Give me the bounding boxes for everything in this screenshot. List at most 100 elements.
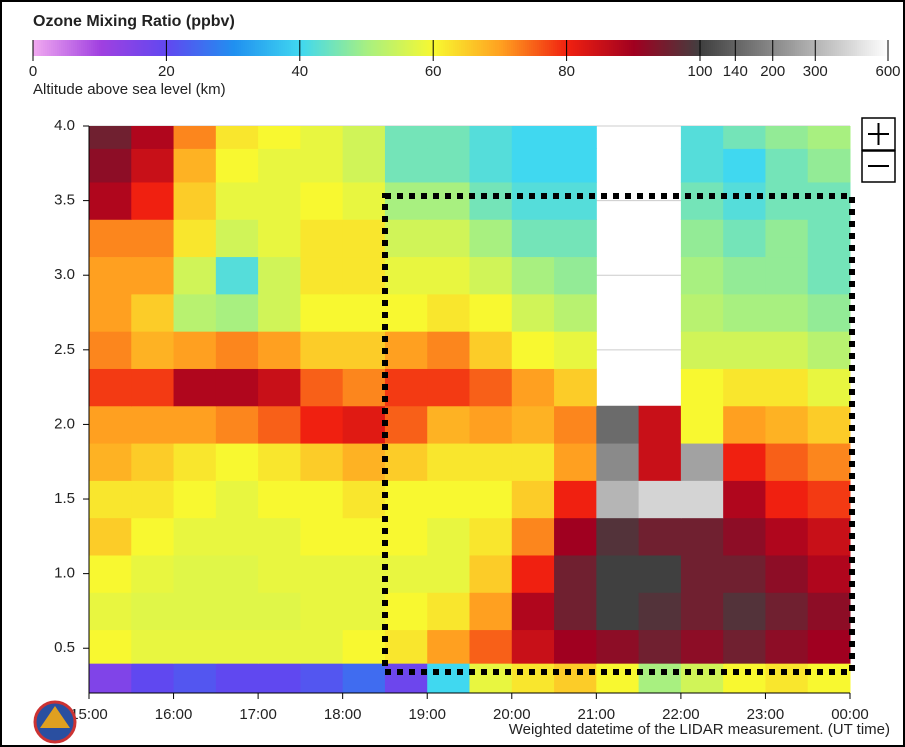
heatmap-cell [765, 555, 808, 593]
heatmap-cell [216, 294, 259, 332]
heatmap-cell [512, 406, 555, 444]
heatmap-cell [681, 443, 724, 481]
x-tick-label: 17:00 [239, 706, 277, 723]
heatmap-cell [681, 331, 724, 369]
heatmap-cell [89, 518, 132, 556]
colorbar-tick-label: 40 [291, 63, 308, 80]
heatmap-cell [512, 443, 555, 481]
heatmap-cell [554, 555, 597, 593]
heatmap-cell [723, 257, 766, 295]
heatmap-cell [723, 294, 766, 332]
heatmap-cell [89, 368, 132, 406]
heatmap-cell [174, 555, 217, 593]
heatmap-cell [343, 257, 386, 295]
heatmap-cell [470, 331, 513, 369]
heatmap-cell [258, 480, 301, 518]
heatmap-cell [681, 219, 724, 257]
heatmap-cell [258, 219, 301, 257]
heatmap-cell [427, 630, 470, 664]
heatmap-cell [765, 592, 808, 630]
heatmap-cell [681, 368, 724, 406]
heatmap-cell [765, 480, 808, 518]
heatmap-cell [512, 592, 555, 630]
heatmap-cell [512, 518, 555, 556]
heatmap-cell [681, 182, 724, 220]
heatmap-cell [596, 518, 639, 556]
heatmap-cell [808, 126, 851, 149]
heatmap-cell [385, 555, 428, 593]
y-tick-label: 1.5 [54, 490, 75, 507]
heatmap-cell [723, 518, 766, 556]
heatmap-cell [258, 126, 301, 149]
heatmap-cell [639, 406, 682, 444]
heatmap-cell [174, 257, 217, 295]
heatmap-cell [639, 443, 682, 481]
heatmap-cell [723, 219, 766, 257]
colorbar-tick-label: 20 [158, 63, 175, 80]
heatmap-cell [596, 663, 639, 693]
heatmap-cell [174, 518, 217, 556]
heatmap-cell [470, 406, 513, 444]
heatmap-cell [723, 331, 766, 369]
heatmap-cell [765, 663, 808, 693]
heatmap-cell [216, 480, 259, 518]
heatmap-cell [470, 480, 513, 518]
heatmap-cell [554, 182, 597, 220]
zoom-in[interactable] [862, 118, 895, 150]
heatmap-cell [300, 126, 343, 149]
heatmap-cell [131, 219, 174, 257]
heatmap-cell [258, 368, 301, 406]
heatmap-cell [343, 219, 386, 257]
heatmap-cell [639, 518, 682, 556]
heatmap-cell [681, 663, 724, 693]
heatmap-cell [89, 126, 132, 149]
heatmap-cell [343, 148, 386, 182]
heatmap-cell [385, 663, 428, 693]
heatmap-cell [385, 331, 428, 369]
heatmap-cell [427, 257, 470, 295]
heatmap-cell [765, 219, 808, 257]
heatmap-cell [300, 294, 343, 332]
heatmap-cell [343, 663, 386, 693]
heatmap-cell [89, 555, 132, 593]
heatmap-cell [765, 182, 808, 220]
heatmap-cell [681, 406, 724, 444]
y-tick-label: 1.0 [54, 565, 75, 582]
heatmap-cell [765, 368, 808, 406]
heatmap-cell [174, 663, 217, 693]
heatmap-cell [216, 219, 259, 257]
heatmap-cell [808, 630, 851, 664]
heatmap-cell [89, 257, 132, 295]
heatmap-cell [596, 592, 639, 630]
heatmap-cell [174, 331, 217, 369]
heatmap-cell [470, 219, 513, 257]
heatmap-cell [300, 406, 343, 444]
heatmap-cell [512, 480, 555, 518]
heatmap-cell [216, 518, 259, 556]
heatmap-cell [385, 148, 428, 182]
heatmap-cell [385, 219, 428, 257]
logo [35, 702, 75, 742]
heatmap-cell [131, 368, 174, 406]
heatmap-cell [131, 592, 174, 630]
zoom-out[interactable] [862, 151, 895, 182]
colorbar-tick-label: 100 [687, 63, 712, 80]
colorbar-tick-label: 600 [875, 63, 900, 80]
heatmap-cell [554, 219, 597, 257]
heatmap-cell [174, 182, 217, 220]
heatmap-cell [174, 592, 217, 630]
heatmap-cell [216, 126, 259, 149]
heatmap-cell [512, 368, 555, 406]
heatmap-cell [765, 257, 808, 295]
heatmap-cell [174, 294, 217, 332]
heatmap-cell [596, 630, 639, 664]
y-tick-label: 0.5 [54, 639, 75, 656]
heatmap-cell [216, 630, 259, 664]
y-tick-label: 2.0 [54, 415, 75, 432]
heatmap-cell [808, 368, 851, 406]
heatmap-cell [385, 368, 428, 406]
heatmap-cell [343, 331, 386, 369]
heatmap-cell [596, 480, 639, 518]
heatmap-cell [723, 182, 766, 220]
heatmap-cell [808, 406, 851, 444]
